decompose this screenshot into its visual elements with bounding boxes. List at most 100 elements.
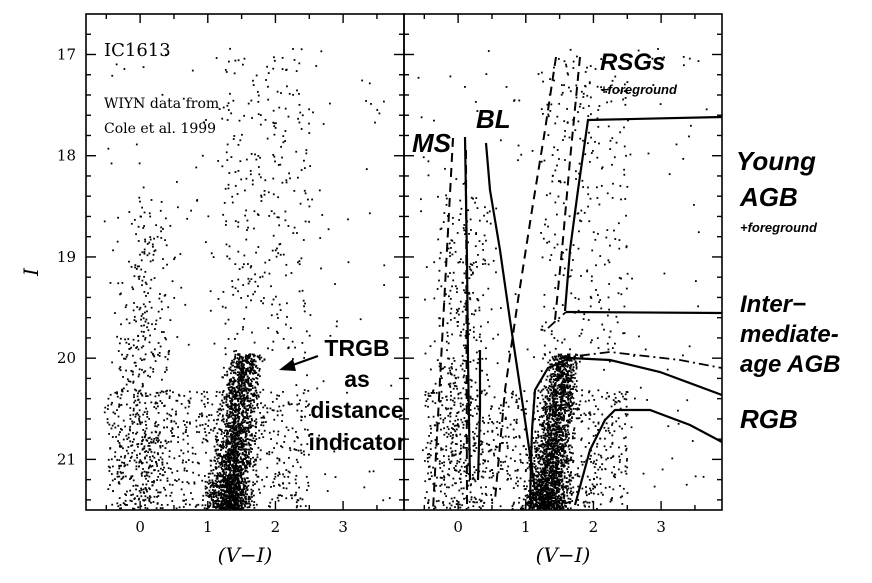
- star-point: [229, 397, 231, 400]
- star-point: [132, 380, 135, 383]
- star-point: [244, 443, 247, 446]
- star-point: [230, 499, 233, 502]
- star-point: [225, 220, 228, 223]
- star-point: [144, 336, 147, 339]
- star-point: [212, 486, 215, 488]
- star-point: [230, 446, 233, 449]
- star-point: [120, 455, 122, 458]
- star-point: [255, 381, 257, 384]
- star-point: [234, 479, 237, 482]
- star-point: [271, 409, 274, 412]
- star-point: [558, 460, 560, 463]
- star-point: [542, 497, 545, 500]
- star-point: [136, 484, 139, 487]
- star-point: [226, 488, 228, 491]
- star-point: [565, 461, 568, 464]
- star-point: [236, 363, 239, 365]
- star-point: [238, 482, 241, 484]
- star-point: [250, 99, 253, 102]
- star-point: [278, 303, 281, 306]
- star-point: [126, 390, 129, 393]
- star-point: [241, 468, 244, 470]
- star-point: [298, 103, 301, 106]
- star-point: [225, 507, 228, 510]
- star-point: [558, 481, 560, 484]
- star-point: [258, 368, 261, 370]
- star-point: [218, 474, 221, 477]
- star-point: [562, 454, 564, 457]
- star-point: [560, 372, 563, 375]
- star-point: [216, 454, 219, 457]
- star-point: [162, 474, 165, 477]
- star-point: [125, 403, 128, 406]
- star-point: [216, 448, 218, 451]
- star-point: [241, 446, 244, 449]
- star-point: [147, 329, 150, 332]
- star-point: [143, 324, 145, 327]
- star-point: [549, 438, 551, 441]
- star-point: [155, 436, 158, 439]
- star-point: [552, 381, 555, 383]
- star-point: [267, 98, 270, 101]
- right-panel-frame: [403, 13, 723, 511]
- star-point: [234, 435, 237, 438]
- star-point: [245, 432, 248, 435]
- star-point: [240, 379, 243, 382]
- star-point: [226, 475, 229, 477]
- star-point: [520, 507, 522, 510]
- star-point: [241, 403, 243, 406]
- star-point: [171, 428, 174, 431]
- star-point: [259, 276, 262, 279]
- star-point: [214, 492, 217, 495]
- star-point: [254, 386, 257, 389]
- star-point: [196, 431, 198, 433]
- star-point: [212, 492, 215, 495]
- star-point: [568, 370, 571, 372]
- star-point: [229, 488, 232, 491]
- star-point: [133, 401, 136, 404]
- star-point: [217, 505, 220, 508]
- star-point: [224, 306, 227, 309]
- star-point: [564, 365, 567, 367]
- star-point: [248, 361, 251, 364]
- star-point: [234, 419, 237, 421]
- star-point: [279, 163, 282, 166]
- star-point: [299, 505, 302, 508]
- star-point: [292, 358, 294, 360]
- star-point: [234, 428, 237, 431]
- star-point: [225, 497, 228, 500]
- star-point: [134, 503, 137, 505]
- star-point: [233, 135, 236, 137]
- star-point: [390, 384, 393, 387]
- star-point: [541, 494, 544, 497]
- star-point: [140, 393, 143, 396]
- star-point: [228, 383, 231, 386]
- star-point: [221, 501, 223, 504]
- star-point: [238, 394, 241, 397]
- star-point: [233, 485, 236, 488]
- star-point: [159, 479, 162, 482]
- star-point: [204, 423, 207, 426]
- star-point: [248, 462, 251, 465]
- star-point: [232, 470, 235, 472]
- star-point: [223, 472, 226, 474]
- star-point: [135, 404, 138, 407]
- star-point: [215, 491, 218, 494]
- star-point: [571, 387, 574, 390]
- star-point: [248, 426, 251, 429]
- star-point: [244, 214, 247, 217]
- star-point: [190, 492, 192, 494]
- star-point: [566, 384, 569, 387]
- star-point: [233, 394, 236, 396]
- star-point: [247, 456, 250, 459]
- star-point: [130, 444, 133, 447]
- star-point: [241, 356, 244, 359]
- star-point: [237, 506, 240, 509]
- star-point: [237, 447, 240, 450]
- star-point: [384, 444, 387, 447]
- star-point: [219, 445, 222, 447]
- star-point: [238, 429, 241, 432]
- star-point: [138, 196, 141, 199]
- star-point: [153, 451, 156, 454]
- star-point: [240, 371, 243, 374]
